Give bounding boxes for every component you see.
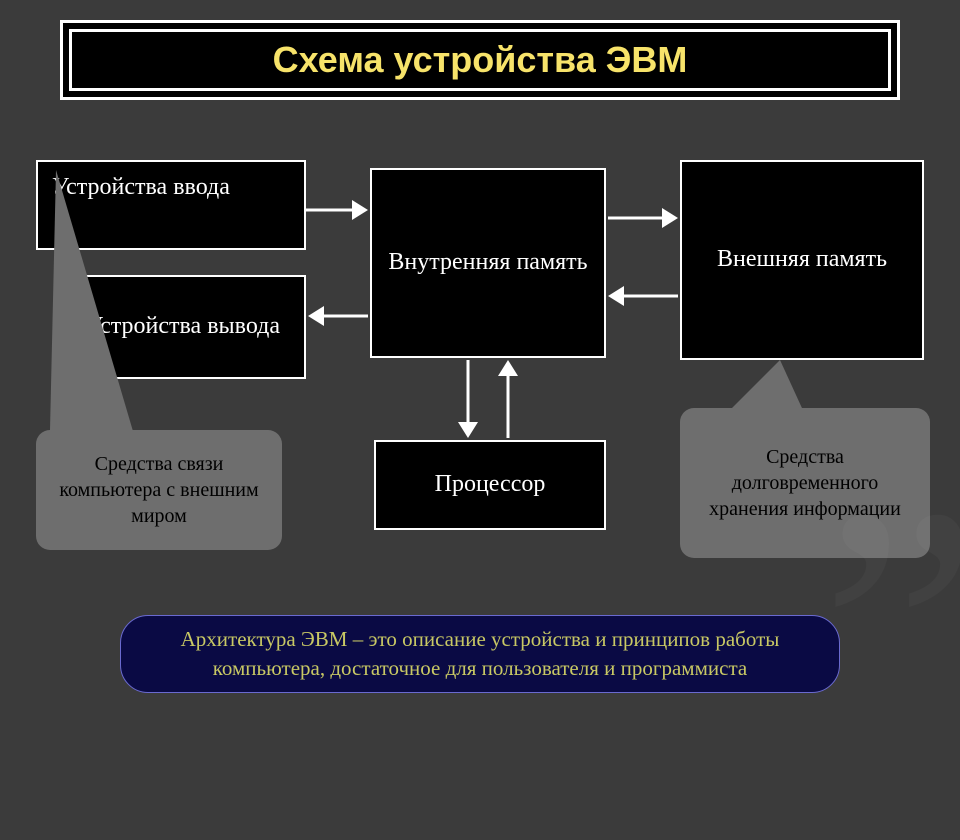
block-label: Устройства вывода bbox=[86, 311, 280, 342]
block-devices-in: Устройства ввода bbox=[36, 160, 306, 250]
callout-right: Средства долговременного хранения информ… bbox=[680, 408, 930, 558]
footer-text: Архитектура ЭВМ – это описание устройств… bbox=[151, 625, 809, 684]
callout-text: Средства связи компьютера с внешним миро… bbox=[54, 451, 264, 529]
block-devices-out: Устройства вывода bbox=[60, 275, 306, 379]
block-internal-memory: Внутренняя память bbox=[370, 168, 606, 358]
block-label: Процессор bbox=[435, 469, 546, 500]
block-label: Внешняя память bbox=[717, 244, 887, 275]
block-processor: Процессор bbox=[374, 440, 606, 530]
callout-left: Средства связи компьютера с внешним миро… bbox=[36, 430, 282, 550]
page-title: Схема устройства ЭВМ bbox=[69, 29, 891, 91]
footer-definition: Архитектура ЭВМ – это описание устройств… bbox=[120, 615, 840, 693]
callout-text: Средства долговременного хранения информ… bbox=[698, 444, 912, 522]
title-container: Схема устройства ЭВМ bbox=[60, 20, 900, 100]
block-label: Внутренняя память bbox=[388, 247, 587, 278]
block-external-memory: Внешняя память bbox=[680, 160, 924, 360]
block-label: Устройства ввода bbox=[52, 172, 230, 203]
